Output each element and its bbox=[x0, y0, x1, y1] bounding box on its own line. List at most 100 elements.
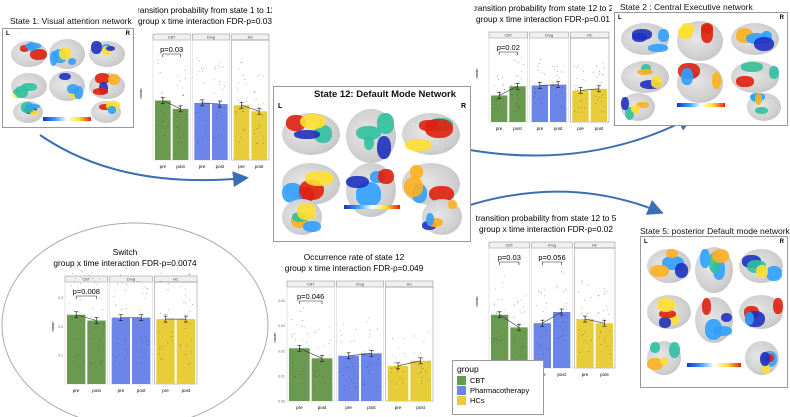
data-point bbox=[515, 351, 517, 353]
data-point bbox=[102, 309, 104, 311]
data-point bbox=[561, 71, 563, 73]
bar-hc-pre bbox=[387, 365, 409, 401]
data-point bbox=[421, 376, 423, 378]
legend-label: Pharmacotherapy bbox=[470, 386, 530, 395]
data-point bbox=[604, 67, 606, 68]
data-point bbox=[177, 126, 179, 127]
data-point bbox=[521, 312, 523, 314]
data-point bbox=[144, 286, 146, 288]
data-point bbox=[185, 313, 187, 315]
data-point bbox=[556, 325, 558, 327]
data-point bbox=[395, 362, 397, 364]
data-point bbox=[179, 110, 181, 112]
brain-surface-view bbox=[739, 249, 783, 283]
data-point bbox=[427, 361, 429, 363]
data-point bbox=[215, 117, 217, 119]
data-point bbox=[343, 323, 344, 325]
data-point bbox=[580, 100, 582, 102]
data-point bbox=[189, 299, 191, 301]
data-point bbox=[219, 66, 221, 68]
data-point bbox=[496, 107, 498, 109]
data-point bbox=[190, 339, 192, 341]
data-point bbox=[115, 305, 117, 307]
data-point bbox=[183, 94, 184, 95]
data-point bbox=[299, 310, 301, 312]
activation-region bbox=[426, 217, 443, 228]
brain-surface-view bbox=[422, 199, 462, 235]
data-point bbox=[164, 314, 166, 316]
data-point bbox=[144, 336, 146, 338]
data-point bbox=[140, 362, 142, 364]
data-point bbox=[101, 361, 102, 363]
bar-drug-post bbox=[553, 312, 571, 368]
data-point bbox=[158, 53, 160, 55]
bar-hc-post bbox=[410, 360, 431, 401]
data-point bbox=[498, 79, 499, 81]
data-point bbox=[120, 274, 122, 276]
right-label: R bbox=[779, 239, 784, 245]
data-point bbox=[144, 352, 145, 354]
data-point bbox=[366, 366, 368, 368]
y-tick-label: 0.04 bbox=[278, 299, 285, 303]
data-point bbox=[300, 374, 302, 375]
left-label: L bbox=[278, 103, 283, 110]
chart-transition-12-to-2: transition probability from state 12 to … bbox=[473, 2, 614, 134]
data-point bbox=[126, 348, 128, 350]
data-point bbox=[316, 369, 318, 371]
data-point bbox=[135, 325, 137, 327]
data-point bbox=[237, 82, 239, 84]
data-point bbox=[588, 351, 590, 352]
data-point bbox=[514, 60, 516, 61]
activation-region bbox=[661, 314, 680, 325]
data-point bbox=[565, 315, 567, 317]
data-point bbox=[305, 341, 307, 343]
data-point bbox=[598, 294, 599, 296]
x-tick-label: post bbox=[176, 164, 185, 169]
data-point bbox=[495, 313, 497, 314]
data-point bbox=[539, 326, 541, 328]
legend-label: HCs bbox=[470, 396, 485, 405]
data-point bbox=[185, 78, 186, 80]
data-point bbox=[603, 288, 605, 290]
activation-region bbox=[108, 105, 117, 114]
x-tick-label: pre bbox=[199, 164, 206, 169]
data-point bbox=[538, 63, 540, 65]
data-point bbox=[599, 336, 600, 338]
data-point bbox=[115, 304, 117, 305]
data-point bbox=[503, 275, 505, 277]
data-point bbox=[604, 339, 606, 340]
data-point bbox=[513, 336, 515, 338]
data-point bbox=[259, 74, 261, 76]
data-point bbox=[516, 105, 518, 107]
activation-region bbox=[21, 83, 37, 92]
chart-occurrence-rate: Occurrence rate of state 12 group x time … bbox=[272, 251, 436, 413]
data-point bbox=[340, 371, 342, 373]
data-point bbox=[546, 349, 548, 351]
data-point bbox=[521, 57, 523, 59]
data-point bbox=[581, 282, 583, 284]
data-point bbox=[369, 363, 371, 365]
data-point bbox=[140, 337, 142, 339]
bar-cbt-post bbox=[172, 108, 189, 160]
brain-surface-view bbox=[695, 247, 733, 293]
data-point bbox=[291, 334, 293, 336]
data-point bbox=[258, 104, 260, 106]
data-point bbox=[493, 338, 495, 340]
data-point bbox=[74, 355, 76, 357]
data-point bbox=[501, 76, 503, 78]
bar-cbt-pre bbox=[491, 314, 509, 368]
y-axis-label: mean bbox=[138, 88, 143, 98]
data-point bbox=[198, 117, 200, 118]
data-point bbox=[118, 355, 120, 357]
activation-region bbox=[760, 352, 771, 367]
data-point bbox=[368, 317, 370, 319]
data-point bbox=[545, 307, 547, 309]
data-point bbox=[541, 71, 543, 73]
y-axis-label: mean bbox=[474, 296, 479, 306]
activation-region bbox=[58, 46, 72, 60]
x-tick-label: post bbox=[92, 388, 101, 393]
chart-switch: Switch group x time interaction FDR-p=0.0… bbox=[50, 246, 200, 396]
data-point bbox=[592, 72, 594, 74]
data-point bbox=[163, 105, 165, 106]
brain-surface-view bbox=[745, 341, 779, 375]
